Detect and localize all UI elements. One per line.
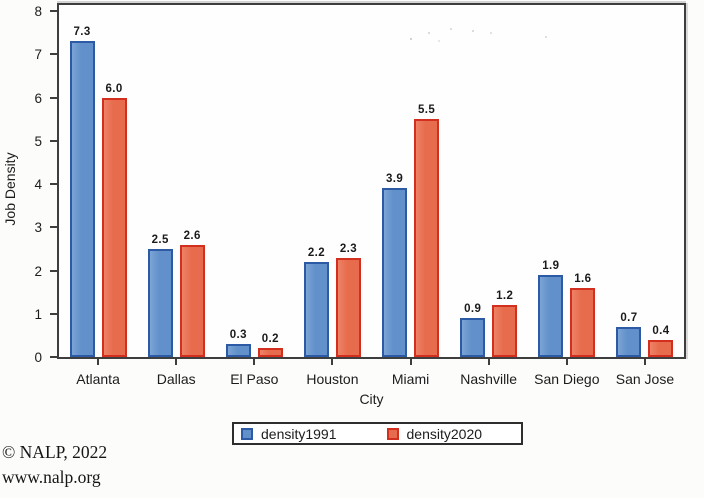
bar-density2020-san-jose: 0.4 [648,325,674,357]
bar-density2020-nashville: 1.2 [492,290,518,357]
legend-swatch-blue-icon [241,427,253,440]
y-tick-4 [50,183,57,185]
bar-group-dallas: 2.5 2.6 Dallas [147,5,205,387]
y-tick-label-7: 7 [34,47,42,63]
bar-value-density2020-miami: 5.5 [417,104,436,117]
x-category-label-dallas: Dallas [156,371,196,387]
y-tick-8 [50,10,57,12]
bar-density2020-dallas: 2.6 [179,230,205,357]
bar-value-density2020-san-jose: 0.4 [652,324,670,337]
y-tick-label-3: 3 [34,220,42,236]
y-tick-7 [50,53,57,56]
y-tick-label-8: 8 [34,4,42,19]
bar-density1991-miami: 3.9 [382,173,408,357]
y-tick-label-4: 4 [34,177,42,192]
scan-artifact [410,38,412,40]
bar-group-miami: 3.9 5.5 Miami [382,5,440,387]
bar-group-el-paso: 0.3 0.2 El Paso [225,5,283,387]
bar-group-san-jose: 0.7 0.4 San Jose [616,5,674,387]
source-url: www.nalp.org [2,467,101,487]
bar-density2020-atlanta: 6.0 [101,83,127,357]
x-tick-miami [409,359,412,365]
bar-density2020-el-paso: 0.2 [257,333,283,357]
bar-value-density2020-el-paso: 0.2 [261,333,279,346]
bar-group-atlanta: 7.3 6.0 Atlanta [69,5,127,387]
x-tick-dallas [175,359,178,365]
legend-entry-density2020: density2020 [386,425,483,442]
bar-value-density1991-dallas: 2.5 [151,233,169,246]
y-tick-label-6: 6 [34,90,42,106]
bar-value-density1991-san-jose: 0.7 [620,311,638,324]
bar-density1991-san-jose: 0.7 [616,312,642,357]
bar-value-density1991-nashville: 0.9 [464,303,482,316]
bar-group-houston: 2.2 2.3 Houston [303,5,361,387]
x-tick-atlanta [97,359,100,365]
legend-label-density1991: density1991 [261,425,337,442]
y-tick-2 [50,269,57,272]
x-category-label-san-diego: San Diego [534,371,600,387]
x-category-label-miami: Miami [391,371,430,387]
x-axis-title: City [359,391,384,407]
bar-value-density2020-san-diego: 1.6 [574,272,592,285]
x-tick-san-diego [565,359,568,365]
bar-density2020-miami: 5.5 [414,104,440,357]
y-tick-5 [50,139,57,142]
y-tick-label-5: 5 [34,133,42,149]
bar-value-density2020-nashville: 1.2 [496,290,514,303]
bar-density1991-atlanta: 7.3 [69,26,95,357]
bar-value-density1991-miami: 3.9 [385,173,404,186]
bar-density1991-el-paso: 0.3 [225,329,251,357]
bar-density1991-houston: 2.2 [303,247,329,357]
legend-swatch-red-icon [386,427,399,440]
legend: density1991 density2020 [232,422,523,445]
bar-value-density2020-houston: 2.3 [339,242,358,255]
bar-density1991-dallas: 2.5 [147,234,173,357]
y-tick-3 [50,226,57,229]
y-tick-6 [50,96,57,99]
x-tick-nashville [487,359,490,365]
bar-value-density2020-dallas: 2.6 [183,229,201,242]
bar-density1991-nashville: 0.9 [460,303,486,357]
y-tick-label-0: 0 [34,350,42,365]
x-tick-el-paso [253,359,256,365]
bar-value-density2020-atlanta: 6.0 [105,82,123,95]
copyright-text: © NALP, 2022 [2,442,108,462]
y-tick-label-2: 2 [34,263,42,279]
bar-value-density1991-san-diego: 1.9 [542,259,560,272]
bar-value-density1991-el-paso: 0.3 [229,329,247,342]
legend-entry-density1991: density1991 [241,426,337,442]
y-tick-0 [50,356,57,358]
x-tick-houston [331,359,334,365]
x-category-label-san-jose: San Jose [615,371,675,387]
plot-area: 7.3 6.0 Atlanta 2.5 2.6 Dallas 0.3 0.2 El Paso 2.… [57,3,686,387]
bar-group-san-diego: 1.9 1.6 San Diego [534,5,599,387]
x-category-label-houston: Houston [306,371,359,387]
bar-density2020-houston: 2.3 [335,243,361,357]
x-category-label-el-paso: El Paso [230,371,279,387]
attribution: © NALP, 2022 www.nalp.org [2,440,107,490]
bar-group-nashville: 0.9 1.2 Nashville [460,5,518,387]
bar-density2020-san-diego: 1.6 [570,273,596,357]
bar-value-density1991-houston: 2.2 [307,246,326,259]
x-tick-san-jose [643,359,646,365]
x-category-label-atlanta: Atlanta [76,371,120,387]
y-tick-label-1: 1 [34,306,42,322]
bar-value-density1991-atlanta: 7.3 [73,26,91,39]
x-category-label-nashville: Nashville [460,371,518,387]
bar-density1991-san-diego: 1.9 [538,260,564,357]
y-tick-1 [50,312,57,315]
legend-label-density2020: density2020 [406,425,483,442]
